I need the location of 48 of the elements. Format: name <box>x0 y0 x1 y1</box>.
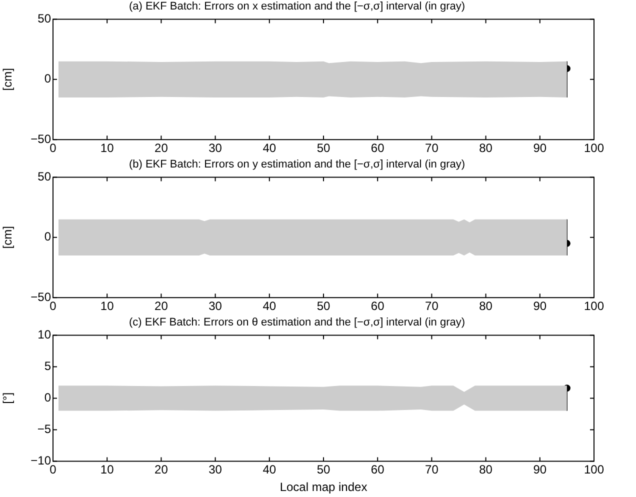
x-tick-label: 80 <box>479 462 493 477</box>
x-tick-label: 20 <box>154 141 168 156</box>
y-tick-label: 50 <box>38 12 52 26</box>
y-tick-label: −50 <box>30 132 52 146</box>
x-tick-label: 100 <box>584 141 604 156</box>
x-tick-label: 40 <box>262 462 276 477</box>
x-tick-label: 70 <box>425 299 439 314</box>
y-axis-title: [°] <box>0 392 15 404</box>
x-tick-label: 60 <box>370 299 385 314</box>
x-tick-label: 60 <box>370 462 385 477</box>
y-tick-label: 5 <box>44 359 52 374</box>
x-tick-label: 30 <box>208 462 222 477</box>
x-tick-label: 100 <box>584 299 604 314</box>
x-tick-label: 70 <box>425 462 439 477</box>
x-tick-label: 10 <box>100 299 114 314</box>
x-tick-label: 60 <box>370 141 385 156</box>
chart-title: (c) EKF Batch: Errors on θ estimation and the [−σ,σ] interval (in gray) <box>128 316 466 329</box>
x-tick-label: 20 <box>154 462 168 477</box>
x-tick-label: 70 <box>425 141 439 156</box>
x-tick-label: 40 <box>262 299 276 314</box>
y-tick-label: 10 <box>38 328 52 342</box>
y-tick-label: −50 <box>30 290 52 304</box>
x-tick-label: 80 <box>479 299 493 314</box>
y-axis-title: [cm] <box>0 68 15 91</box>
x-tick-label: 20 <box>154 299 168 314</box>
x-tick-label: 50 <box>316 299 330 314</box>
x-tick-label: 80 <box>479 141 493 156</box>
x-tick-label: 90 <box>533 462 547 477</box>
x-tick-label: 30 <box>208 141 222 156</box>
x-tick-label: 50 <box>316 141 330 156</box>
y-tick-label: 0 <box>44 390 52 405</box>
y-tick-label: 0 <box>44 230 52 244</box>
x-axis-title: Local map index <box>280 480 368 494</box>
x-tick-label: 10 <box>100 462 114 477</box>
x-tick-label: 10 <box>100 141 114 156</box>
y-tick-label: 50 <box>38 170 52 184</box>
y-tick-label: 0 <box>44 72 52 86</box>
x-tick-label: 90 <box>533 299 547 314</box>
x-tick-label: 30 <box>208 299 222 314</box>
x-tick-label: 40 <box>262 141 276 156</box>
x-tick-label: 90 <box>533 141 547 156</box>
x-tick-label: 50 <box>316 462 330 477</box>
y-tick-label: −10 <box>30 454 52 468</box>
chart-title: (b) EKF Batch: Errors on y estimation and the [−σ,σ] interval (in gray) <box>128 158 466 171</box>
x-tick-label: 100 <box>584 462 604 477</box>
y-tick-label: −5 <box>37 422 52 436</box>
y-axis-title: [cm] <box>0 226 15 249</box>
chart-title: (a) EKF Batch: Errors on x estimation and the [−σ,σ] interval (in gray) <box>128 0 466 13</box>
